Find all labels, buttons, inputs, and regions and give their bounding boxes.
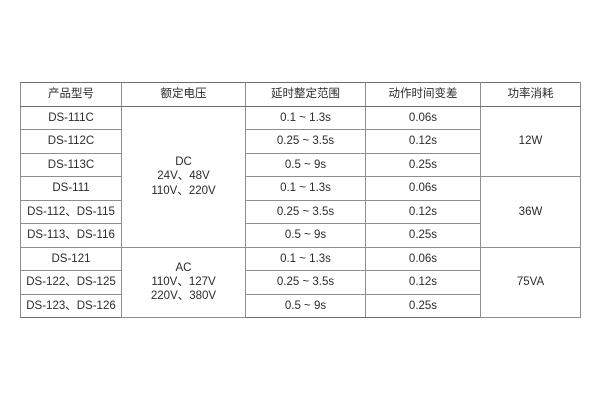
cell-time-variance: 0.12s <box>365 199 481 224</box>
table-row: DS-122、DS-125 0.25 ~ 3.5s 0.12s <box>20 270 581 295</box>
table-row: DS-111 0.1 ~ 1.3s 0.06s 36W <box>20 176 581 248</box>
spec-table-container: 产品型号 额定电压 延时整定范围 动作时间变差 功率消耗 DS-111C DC 24… <box>20 82 581 318</box>
voltage-line: AC <box>175 261 192 274</box>
cell-power-consumption: 75VA <box>480 246 581 318</box>
cell-power-consumption: 36W <box>480 176 581 248</box>
table-row: DS-112C 0.25 ~ 3.5s 0.12s <box>20 129 581 154</box>
column-header-delay: 延时整定范围 <box>245 82 366 107</box>
cell-delay-range: 0.1 ~ 1.3s <box>245 246 366 271</box>
cell-time-variance: 0.06s <box>365 176 481 201</box>
voltage-line: 24V、48V <box>157 170 210 183</box>
cell-delay-range: 0.1 ~ 1.3s <box>245 176 366 201</box>
cell-model: DS-121 <box>20 246 122 271</box>
column-header-power: 功率消耗 <box>480 82 581 107</box>
cell-time-variance: 0.25s <box>365 223 481 248</box>
cell-delay-range: 0.25 ~ 3.5s <box>245 199 366 224</box>
column-header-variance: 动作时间变差 <box>365 82 481 107</box>
product-specification-table: 产品型号 额定电压 延时整定范围 动作时间变差 功率消耗 DS-111C DC 24… <box>20 82 581 318</box>
cell-delay-range: 0.5 ~ 9s <box>245 152 366 177</box>
voltage-line: 110V、220V <box>151 184 216 197</box>
cell-time-variance: 0.25s <box>365 152 481 177</box>
column-header-voltage: 额定电压 <box>121 82 246 107</box>
table-header: 产品型号 额定电压 延时整定范围 动作时间变差 功率消耗 <box>20 82 581 107</box>
cell-time-variance: 0.06s <box>365 105 481 130</box>
cell-model: DS-113、DS-116 <box>20 223 122 248</box>
cell-model: DS-123、DS-126 <box>20 293 122 318</box>
table-row: DS-121 AC 110V、127V 220V、380V 0.1 ~ 1.3s 0.06… <box>20 246 581 318</box>
cell-delay-range: 0.25 ~ 3.5s <box>245 270 366 295</box>
voltage-line: DC <box>175 155 192 168</box>
cell-voltage: AC 110V、127V 220V、380V <box>121 246 246 318</box>
cell-delay-range: 0.5 ~ 9s <box>245 293 366 318</box>
column-header-model: 产品型号 <box>20 82 122 107</box>
voltage-line: 220V、380V <box>150 290 217 303</box>
cell-model: DS-111 <box>20 176 122 201</box>
cell-model: DS-112、DS-115 <box>20 199 122 224</box>
table-row: DS-113、DS-116 0.5 ~ 9s 0.25s <box>20 223 581 248</box>
cell-voltage: DC 24V、48V 110V、220V <box>121 105 246 248</box>
cell-model: DS-122、DS-125 <box>20 270 122 295</box>
table-row: DS-123、DS-126 0.5 ~ 9s 0.25s <box>20 293 581 318</box>
cell-time-variance: 0.12s <box>365 270 481 295</box>
cell-time-variance: 0.12s <box>365 129 481 154</box>
table-row: DS-113C 0.5 ~ 9s 0.25s <box>20 152 581 177</box>
cell-power-consumption: 12W <box>480 105 581 177</box>
table-header-row: 产品型号 额定电压 延时整定范围 动作时间变差 功率消耗 <box>20 82 581 107</box>
cell-model: DS-113C <box>20 152 122 177</box>
table-body: DS-111C DC 24V、48V 110V、220V 0.1 ~ 1.3s 0.06s… <box>20 105 581 318</box>
cell-delay-range: 0.1 ~ 1.3s <box>245 105 366 130</box>
cell-delay-range: 0.25 ~ 3.5s <box>245 129 366 154</box>
cell-time-variance: 0.06s <box>365 246 481 271</box>
cell-time-variance: 0.25s <box>365 293 481 318</box>
cell-delay-range: 0.5 ~ 9s <box>245 223 366 248</box>
cell-model: DS-112C <box>20 129 122 154</box>
cell-model: DS-111C <box>20 105 122 130</box>
table-row: DS-111C DC 24V、48V 110V、220V 0.1 ~ 1.3s 0.06s… <box>20 105 581 248</box>
voltage-line: 110V、127V <box>151 276 216 289</box>
table-row: DS-112、DS-115 0.25 ~ 3.5s 0.12s <box>20 199 581 224</box>
